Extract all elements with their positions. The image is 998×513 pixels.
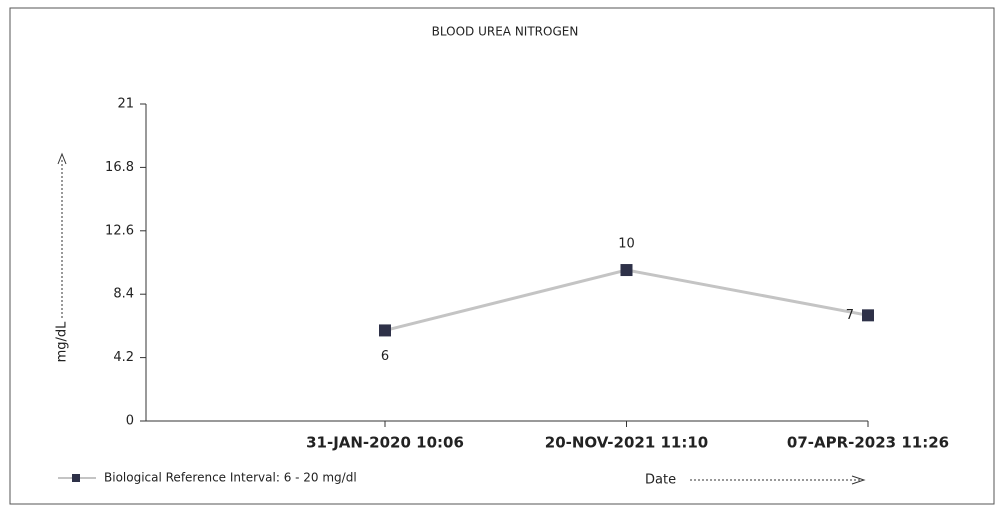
x-tick-label: 31-JAN-2020 10:06 xyxy=(306,434,464,452)
data-point xyxy=(379,324,391,337)
chart-title: BLOOD UREA NITROGEN xyxy=(432,25,579,39)
y-tick-label: 16.8 xyxy=(105,160,134,175)
data-label: 7 xyxy=(846,308,854,323)
data-label: 6 xyxy=(381,349,389,364)
y-tick-label: 0 xyxy=(126,414,134,429)
data-point xyxy=(620,264,633,277)
y-tick-label: 8.4 xyxy=(113,287,134,302)
x-tick-label: 07-APR-2023 11:26 xyxy=(787,434,949,452)
x-axis-label: Date xyxy=(645,473,676,488)
data-point xyxy=(862,309,874,322)
data-line xyxy=(384,268,869,332)
y-tick-label: 21 xyxy=(117,97,134,112)
x-axis-arrowhead xyxy=(851,475,866,485)
x-tick-label: 20-NOV-2021 11:10 xyxy=(545,434,708,452)
frame xyxy=(9,7,995,505)
y-tick-label: 12.6 xyxy=(105,223,134,238)
y-axis-label: mg/dL xyxy=(55,321,70,363)
legend-label: Biological Reference Interval: 6 - 20 mg… xyxy=(104,471,357,485)
data-label: 10 xyxy=(618,237,635,252)
legend-marker xyxy=(72,474,80,482)
y-tick-label: 4.2 xyxy=(113,350,134,365)
y-axis-arrowhead xyxy=(57,152,67,165)
